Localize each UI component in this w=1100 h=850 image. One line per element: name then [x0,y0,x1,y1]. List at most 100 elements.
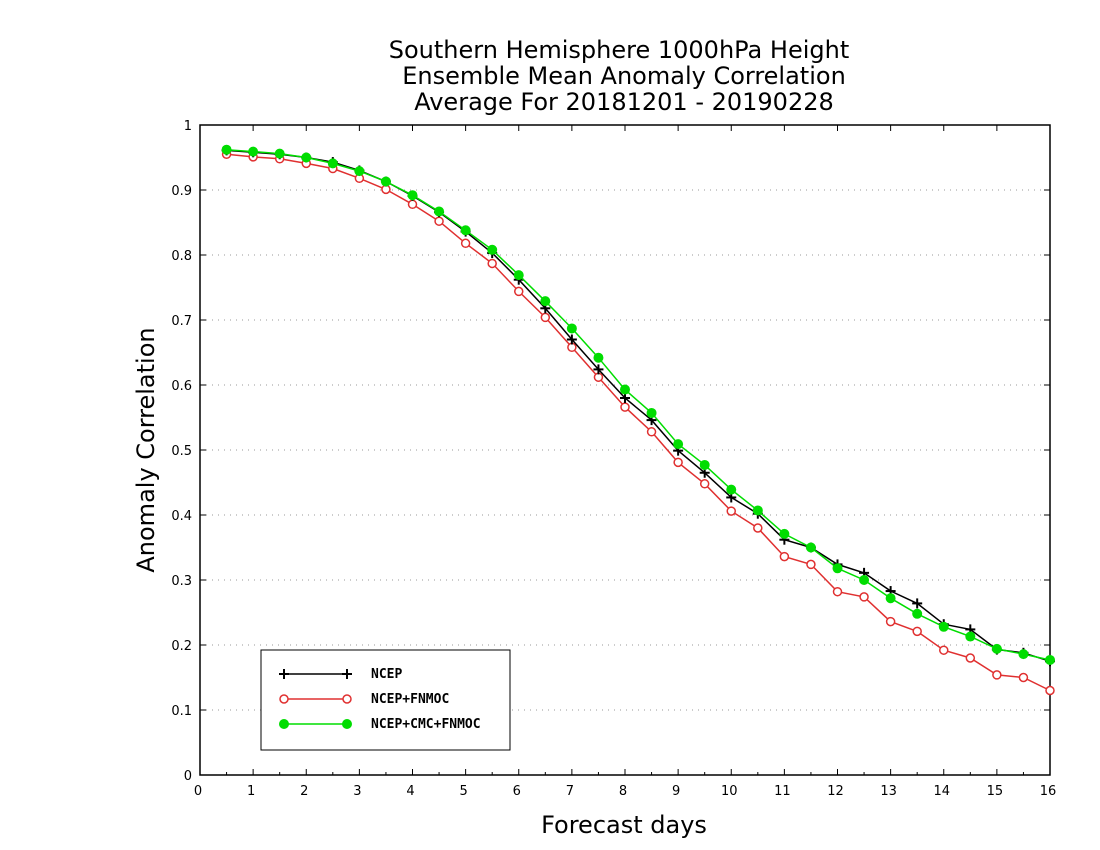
data-point [991,643,1002,654]
data-point [540,312,551,323]
gridlines [200,189,1050,711]
x-tick-label: 6 [513,784,521,799]
data-point [965,631,976,642]
data-point [514,286,524,297]
data-point [673,457,683,468]
x-tick-label: 12 [827,784,844,799]
x-tick-label: 1 [247,784,255,799]
data-point [274,148,285,159]
series-0 [221,145,1055,667]
data-point [938,621,949,632]
y-tick-label: 0.7 [171,314,192,329]
x-tick-label: 0 [194,784,202,799]
series-line [226,149,1051,663]
data-point [354,166,365,177]
data-point [805,542,816,553]
x-axis-label: Forecast days [541,811,707,839]
data-point [540,296,551,307]
y-tick-label: 0.6 [171,379,192,394]
data-point [327,158,338,169]
x-tick-label: 16 [1040,784,1057,799]
y-tick-label: 0.3 [171,574,192,589]
legend-marker [342,669,352,679]
y-tick-label: 0.1 [171,704,192,719]
data-point [593,364,604,375]
data-point [1045,654,1055,665]
data-point [487,258,497,269]
series-layer [221,144,1055,696]
legend-marker [279,669,289,679]
data-point [248,146,259,157]
data-point [380,176,391,187]
series-line [226,148,1051,661]
x-tick-label: 3 [353,784,361,799]
data-point [593,352,604,363]
data-point [779,528,790,539]
x-tick-label: 13 [880,784,897,799]
data-point [620,384,630,395]
data-point [434,206,445,217]
data-point [487,244,498,255]
data-point [779,551,790,562]
data-point [460,225,471,236]
data-point [912,626,922,637]
x-tick-label: 4 [406,784,414,799]
x-tick-label: 14 [933,784,950,799]
y-tick-label: 0.8 [171,249,192,264]
data-point [965,653,976,663]
data-point [646,427,657,437]
data-point [673,439,684,450]
legend: NCEP NCEP+FNMOC NCEP+CMC+FNMOC [260,649,511,751]
legend-label-ncep-fnmoc: NCEP+FNMOC [371,692,449,707]
data-point [593,372,604,382]
data-point [992,670,1002,680]
y-tick-label: 0 [184,769,192,784]
data-point [885,593,896,604]
x-tick-label: 7 [566,784,574,799]
data-point [434,216,444,226]
data-point [885,616,896,627]
legend-label-ncep: NCEP [371,667,402,682]
data-point [1018,649,1029,660]
data-point [753,523,763,533]
data-point [646,407,657,418]
data-point [752,505,763,516]
data-point [407,190,418,201]
data-point [726,506,736,516]
data-point [699,459,710,470]
y-axis-label: Anomaly Correlation [132,327,160,572]
legend-label-ncep-cmc-fnmoc: NCEP+CMC+FNMOC [371,717,481,732]
legend-box [260,649,511,751]
x-tick-label: 8 [619,784,627,799]
legend-marker [279,719,289,729]
data-point [832,586,843,597]
data-point [699,479,710,489]
data-point [859,592,869,602]
data-point [301,152,312,163]
x-tick-label: 10 [721,784,738,799]
title-line-3: Average For 20181201 - 20190228 [414,88,834,116]
legend-marker [342,694,352,704]
y-tick-label: 1 [184,119,192,134]
data-point [912,608,923,619]
x-tick-label: 9 [672,784,680,799]
legend-marker [342,719,352,729]
data-point [620,402,630,412]
y-axis: 0 0.1 0.2 0.3 0.4 0.5 0.6 0.7 0.8 0.9 1 [171,119,1050,784]
data-point [806,559,816,570]
y-tick-label: 0.4 [171,509,192,524]
y-tick-label: 0.5 [171,444,192,459]
series-2 [221,144,1055,665]
data-point [939,645,949,655]
data-point [726,484,737,495]
y-tick-label: 0.2 [171,639,192,654]
data-point [1018,672,1029,683]
data-point [221,144,232,155]
data-point [407,199,418,210]
data-point [912,598,923,609]
data-point [513,270,524,281]
data-point [1045,685,1055,696]
x-axis: 0 1 2 3 4 5 6 7 8 9 10 11 12 13 14 15 16 [194,125,1056,799]
data-point [566,334,577,345]
